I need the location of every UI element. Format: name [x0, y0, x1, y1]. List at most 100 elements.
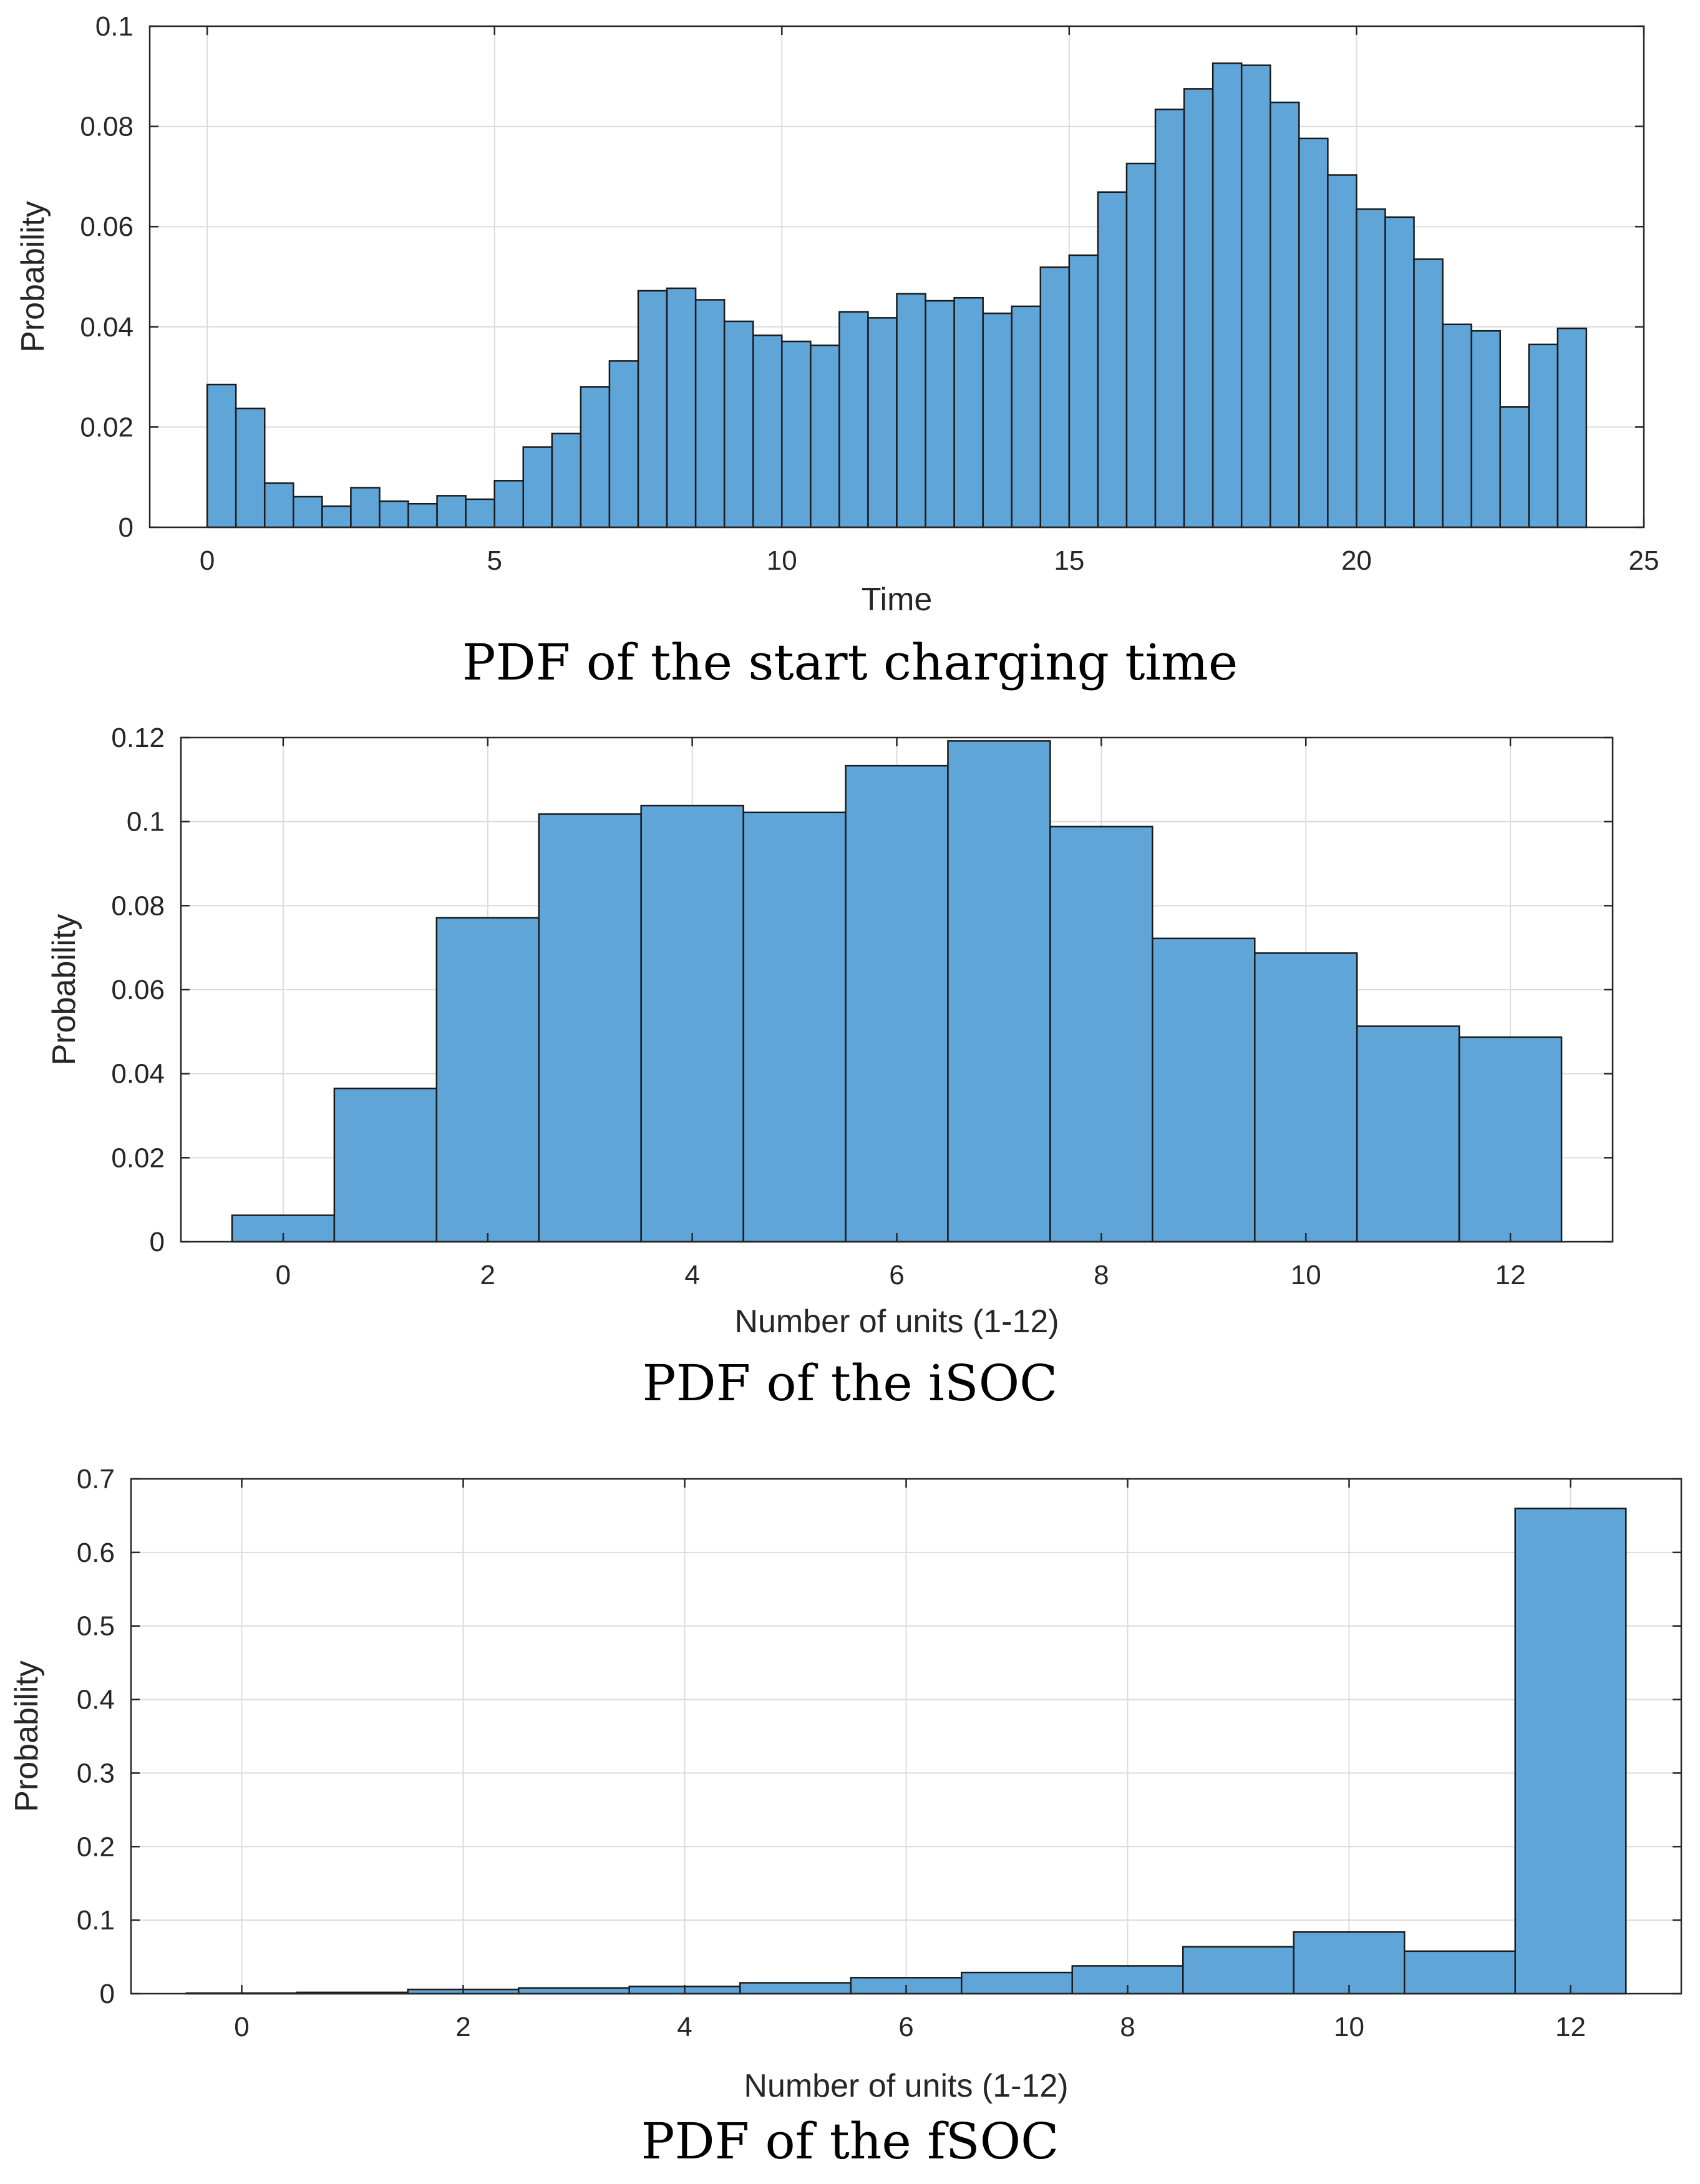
- histogram-bar: [781, 340, 812, 529]
- x-tick-label: 8: [1120, 2012, 1135, 2042]
- histogram-bar: [580, 386, 611, 529]
- histogram-bar: [1470, 329, 1501, 529]
- histogram-bar: [206, 383, 237, 529]
- fsoc-pdf-chart: 0 2 4 6 8 10 12 0 0.1 0.2 0.3 0.4 0.5 0.6 0.7 Number of…: [9, 1464, 1683, 2104]
- start-time-pdf-caption: PDF of the start charging time: [462, 633, 1238, 691]
- histogram-bar: [739, 1982, 852, 1995]
- x-tick-label: 6: [898, 2012, 913, 2042]
- y-tick-label: 0.2: [77, 1831, 115, 1862]
- histogram-bar: [522, 446, 553, 529]
- histogram-bar: [1097, 191, 1128, 529]
- x-tick-label: 10: [1334, 2012, 1364, 2042]
- histogram-bar: [379, 500, 409, 529]
- histogram-bar: [867, 317, 898, 529]
- histogram-bar: [1011, 305, 1042, 529]
- x-tick-label: 10: [1291, 1260, 1321, 1290]
- histogram-bar: [742, 811, 847, 1243]
- histogram-bar: [1327, 174, 1358, 529]
- fsoc-pdf-panel: 0 2 4 6 8 10 12 0 0.1 0.2 0.3 0.4 0.5 0.6 0.7 Number of…: [0, 1435, 1700, 2184]
- y-axis-label: Probability: [9, 1660, 45, 1812]
- histogram-bar: [961, 1971, 1073, 1995]
- y-tick-label: 0: [119, 512, 134, 543]
- histogram-bar: [1068, 254, 1099, 529]
- histogram-bar: [1514, 1508, 1627, 1995]
- y-tick-label: 0.1: [127, 807, 165, 837]
- x-tick-label: 2: [455, 2012, 470, 2042]
- histogram-bar: [1442, 323, 1472, 529]
- isoc-pdf-caption: PDF of the iSOC: [642, 1354, 1058, 1412]
- x-tick-label: 0: [200, 545, 215, 576]
- x-axis-label: Number of units (1-12): [734, 1304, 1059, 1340]
- histogram-bar: [235, 407, 266, 529]
- histogram-bar: [1298, 137, 1329, 529]
- histogram-bar: [896, 293, 926, 529]
- histogram-bar: [845, 764, 949, 1243]
- histogram-bar: [1182, 1946, 1294, 1995]
- histogram-bar: [1154, 109, 1185, 529]
- histogram-bar: [263, 482, 294, 529]
- x-tick-label: 20: [1341, 545, 1372, 576]
- x-tick-label: 12: [1555, 2012, 1586, 2042]
- histogram-bar: [1270, 101, 1300, 529]
- start-time-pdf-panel: 0 5 10 15 20 25 0 0.02 0.04 0.06 0.08 0.1 Time Probab…: [0, 0, 1700, 711]
- y-tick-label: 0.06: [111, 975, 165, 1005]
- y-tick-label: 0.4: [77, 1685, 115, 1715]
- histogram-bar: [838, 311, 869, 529]
- y-tick-label: 0.08: [80, 112, 134, 142]
- histogram-bar: [640, 804, 744, 1243]
- x-axis-label: Time: [862, 582, 933, 618]
- histogram-bar: [1293, 1931, 1406, 1995]
- x-tick-label: 2: [480, 1260, 495, 1290]
- histogram-bar: [493, 480, 525, 529]
- histogram-bar: [1356, 1025, 1460, 1243]
- start-time-pdf-chart: 0 5 10 15 20 25 0 0.02 0.04 0.06 0.08 0.1 Time Probab…: [15, 11, 1659, 618]
- histogram-bar: [1356, 208, 1386, 529]
- y-tick-label: 0.6: [77, 1538, 115, 1568]
- histogram-bar: [723, 320, 754, 529]
- histogram-bar: [1458, 1036, 1563, 1243]
- axes-frame: [148, 25, 1645, 529]
- y-tick-label: 0.04: [111, 1059, 165, 1090]
- y-tick-label: 0.3: [77, 1758, 115, 1788]
- histogram-bar: [518, 1987, 630, 1995]
- histogram-bar: [1125, 162, 1157, 529]
- histogram-bar: [435, 917, 540, 1243]
- histogram-bar: [694, 299, 726, 529]
- y-tick-label: 0.02: [80, 412, 134, 442]
- histogram-bar: [1528, 343, 1559, 529]
- histogram-bar: [1404, 1950, 1516, 1995]
- histogram-bar: [1557, 327, 1588, 529]
- histogram-bar: [982, 312, 1013, 529]
- histogram-bar: [1152, 937, 1256, 1243]
- fsoc-pdf-caption: PDF of the fSOC: [641, 2112, 1059, 2170]
- histogram-bar: [436, 495, 467, 529]
- histogram-bar: [1240, 64, 1271, 529]
- y-tick-label: 0.1: [77, 1905, 115, 1936]
- histogram-bar: [465, 498, 495, 529]
- x-tick-label: 15: [1054, 545, 1084, 576]
- histogram-bar: [810, 344, 840, 529]
- x-tick-label: 6: [889, 1260, 904, 1290]
- y-axis-label: Probability: [15, 201, 51, 353]
- x-tick-label: 25: [1629, 545, 1659, 576]
- histogram-bar: [1183, 88, 1214, 529]
- histogram-bar: [1413, 258, 1444, 529]
- y-tick-label: 0.06: [80, 212, 134, 242]
- histogram-bar: [333, 1087, 438, 1243]
- y-tick-label: 0.5: [77, 1611, 115, 1642]
- x-tick-label: 0: [276, 1260, 291, 1290]
- histogram-bar: [1499, 406, 1530, 529]
- histogram-bar: [350, 487, 381, 529]
- y-tick-label: 0.12: [111, 723, 165, 753]
- x-tick-label: 4: [677, 2012, 692, 2042]
- histogram-bar: [666, 287, 697, 529]
- histogram-bar: [947, 740, 1051, 1243]
- histogram-bar: [1039, 266, 1071, 529]
- y-tick-label: 0.08: [111, 890, 165, 921]
- histogram-bar: [637, 290, 668, 529]
- isoc-pdf-panel: 0 2 4 6 8 10 12 0 0.02 0.04 0.06 0.08 0.1 0.12 Number …: [0, 711, 1700, 1435]
- x-tick-label: 5: [487, 545, 502, 576]
- histogram-bar: [1254, 952, 1358, 1243]
- x-tick-label: 0: [234, 2012, 249, 2042]
- histogram-bar: [752, 334, 783, 529]
